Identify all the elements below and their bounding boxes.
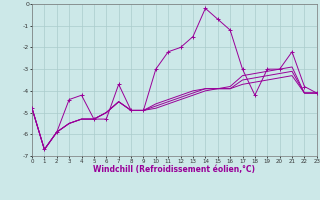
X-axis label: Windchill (Refroidissement éolien,°C): Windchill (Refroidissement éolien,°C) <box>93 165 255 174</box>
